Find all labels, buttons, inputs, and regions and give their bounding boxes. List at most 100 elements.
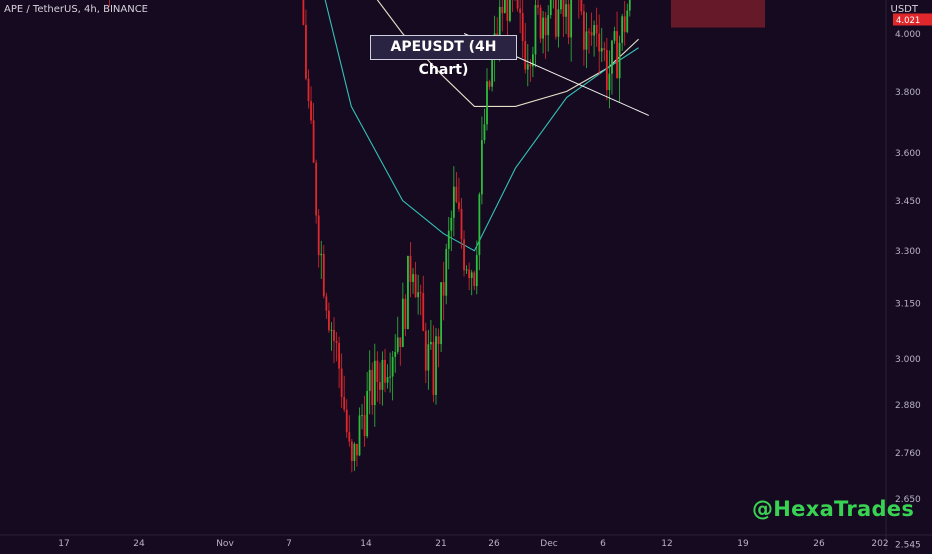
- candle-body: [560, 0, 562, 10]
- y-tick-label: 3.450: [895, 197, 921, 207]
- candle-body: [567, 4, 570, 38]
- candle-body: [603, 48, 606, 51]
- candle-body: [611, 40, 613, 74]
- candle-body: [384, 359, 386, 383]
- x-tick-label: 19: [737, 539, 749, 549]
- x-tick-label: 24: [133, 539, 145, 549]
- candle-body: [534, 5, 537, 55]
- candle-body: [394, 351, 397, 357]
- candle-body: [445, 248, 448, 296]
- x-tick-label: 26: [813, 539, 825, 549]
- candle-body: [598, 33, 601, 52]
- candle-body: [583, 11, 585, 50]
- candle-body: [458, 202, 460, 209]
- candle-body: [435, 336, 437, 395]
- candle-body: [320, 253, 323, 256]
- stop-zone: [671, 0, 765, 28]
- candle-body: [481, 140, 483, 195]
- ema-fast-line: [324, 0, 639, 252]
- y-tick-label: 3.300: [895, 247, 921, 257]
- x-tick-label: Dec: [540, 539, 557, 549]
- candle-body: [373, 360, 376, 406]
- candle-body: [368, 369, 371, 391]
- candle-body: [391, 356, 394, 377]
- candle-body: [542, 17, 544, 39]
- x-tick-label: 6: [600, 539, 606, 549]
- candle-body: [486, 81, 488, 125]
- candle-body: [491, 59, 493, 87]
- y-tick-label: 2.880: [895, 401, 921, 411]
- candle-body: [521, 13, 524, 41]
- candle-body: [302, 0, 305, 25]
- candle-body: [473, 272, 476, 287]
- x-tick-label: 12: [661, 539, 672, 549]
- candle-body: [328, 310, 330, 331]
- candle-body: [419, 292, 422, 294]
- y-tick-label: 3.600: [895, 149, 921, 159]
- candle-body: [401, 298, 404, 348]
- candle-body: [386, 377, 389, 383]
- candle-body: [595, 25, 598, 34]
- candle-body: [430, 342, 432, 345]
- candle-body: [618, 42, 621, 79]
- y-tick-label: 3.800: [895, 88, 921, 98]
- candle-body: [315, 162, 318, 216]
- y-tick-label: 4.000: [895, 30, 921, 40]
- candle-body: [460, 208, 463, 240]
- candle-body: [409, 255, 412, 282]
- candle-body: [626, 10, 629, 33]
- x-tick-label: 17: [58, 539, 69, 549]
- candle-body: [422, 293, 425, 331]
- candle-body: [317, 215, 320, 256]
- x-tick-label: 7: [286, 539, 292, 549]
- candle-body: [381, 359, 384, 390]
- candle-body: [361, 415, 363, 417]
- candle-body: [605, 50, 608, 91]
- candle-body: [376, 360, 379, 383]
- y-tick-label: 2.760: [895, 449, 921, 459]
- candle-body: [440, 282, 442, 345]
- candle-body: [470, 272, 473, 279]
- candle-body: [338, 342, 340, 369]
- candle-body: [549, 0, 552, 16]
- symbol-info: APE / TetherUS, 4h, BINANCE: [4, 4, 148, 15]
- candle-body: [399, 337, 402, 348]
- candle-body: [404, 298, 407, 329]
- x-tick-label: 26: [488, 539, 500, 549]
- candle-body: [412, 274, 414, 282]
- candle-body: [417, 292, 420, 298]
- candle-body: [593, 25, 595, 36]
- candle-body: [356, 443, 358, 456]
- candle-body: [524, 40, 527, 70]
- candle-body: [335, 340, 338, 343]
- candle-body: [588, 31, 590, 33]
- x-tick-label: 202: [871, 539, 888, 549]
- y-tick-label: 2.650: [895, 495, 921, 505]
- candle-body: [498, 6, 501, 44]
- candle-body: [580, 0, 583, 12]
- candle-body: [537, 5, 539, 8]
- candle-body: [379, 382, 381, 390]
- candle-body: [623, 16, 626, 33]
- ema-slow-line: [376, 0, 639, 107]
- candle-body: [570, 0, 573, 38]
- candle-body: [539, 7, 542, 39]
- candle-body: [432, 342, 435, 395]
- candle-body: [532, 54, 534, 67]
- candle-body: [554, 0, 557, 37]
- candle-body: [414, 274, 417, 298]
- candle-body: [353, 443, 356, 461]
- candle-body: [350, 441, 353, 461]
- x-tick-label: Nov: [216, 539, 234, 549]
- candle-body: [557, 9, 560, 37]
- candle-body: [447, 230, 450, 249]
- candle-body: [310, 101, 312, 121]
- candle-body: [363, 415, 366, 437]
- candle-body: [616, 31, 618, 79]
- candle-body: [519, 8, 522, 14]
- candle-body: [488, 81, 491, 87]
- candle-body: [463, 239, 465, 271]
- candle-body: [565, 4, 567, 17]
